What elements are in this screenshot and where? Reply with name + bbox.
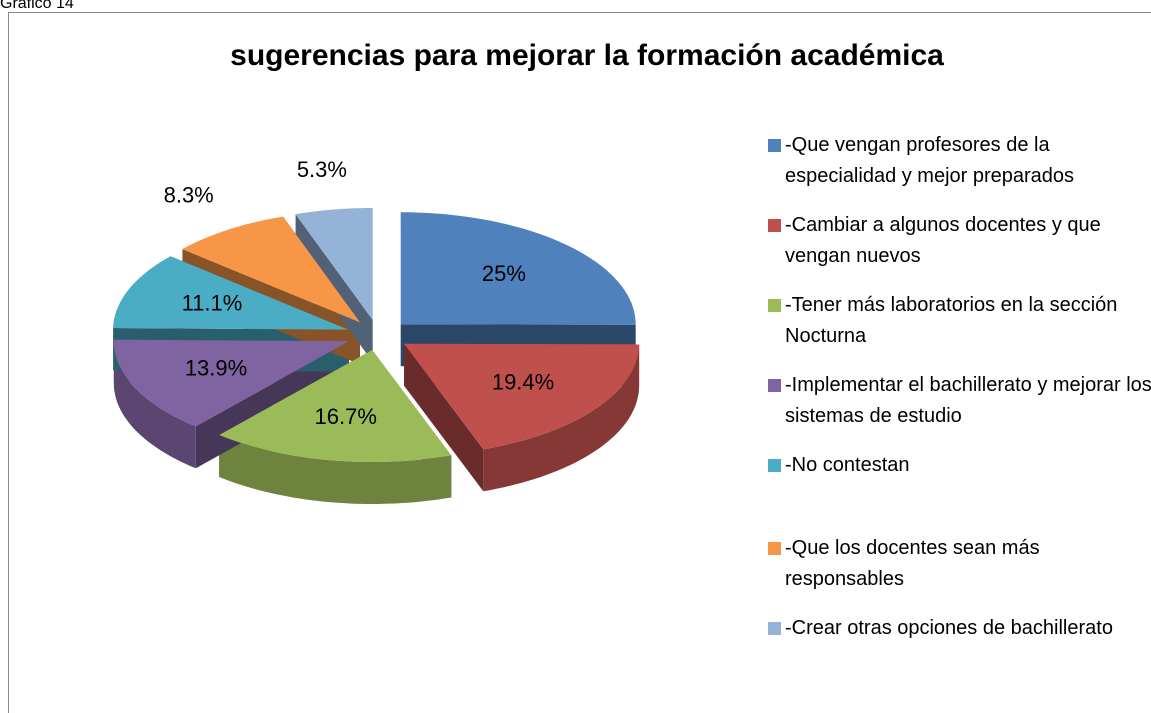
slice-wall xyxy=(483,344,640,492)
slice xyxy=(295,208,373,320)
data-label: 25% xyxy=(482,261,526,286)
legend-swatch xyxy=(768,219,781,232)
legend-label: -Crear otras opciones de bachillerato xyxy=(785,617,1113,639)
caption: Gráfico 14 xyxy=(0,0,74,12)
slice xyxy=(400,212,636,325)
legend-swatch xyxy=(768,139,781,152)
data-label: 5.3% xyxy=(297,157,347,182)
legend-label: -Tener más laboratorios en la sección No… xyxy=(785,294,1118,347)
slice xyxy=(182,216,360,323)
data-label: 13.9% xyxy=(185,356,247,381)
legend-swatch xyxy=(768,622,781,635)
data-label: 8.3% xyxy=(164,183,214,208)
slice-wall xyxy=(113,341,196,469)
data-label: 16.7% xyxy=(315,404,377,429)
legend-label: -Que los docentes sean más responsables xyxy=(785,537,1040,590)
legend-swatch xyxy=(768,299,781,312)
slice-side xyxy=(404,343,484,492)
legend-swatch xyxy=(768,542,781,555)
chart-title: sugerencias para mejorar la formación ac… xyxy=(230,39,944,72)
legend-label: -Que vengan profesores de la especialida… xyxy=(785,134,1075,187)
slice xyxy=(219,350,452,462)
slice xyxy=(113,256,349,330)
slice-wall xyxy=(219,435,452,504)
legend-label: -Cambiar a algunos docentes y que vengan… xyxy=(785,214,1101,267)
legend-label: -No contestan xyxy=(785,454,910,476)
legend-swatch xyxy=(768,379,781,392)
data-label: 19.4% xyxy=(492,370,554,395)
slice xyxy=(404,343,640,450)
slice xyxy=(113,339,349,427)
data-label: 11.1% xyxy=(182,291,243,316)
legend-swatch xyxy=(768,459,781,472)
legend-label: -Implementar el bachillerato y mejorar l… xyxy=(785,374,1151,427)
